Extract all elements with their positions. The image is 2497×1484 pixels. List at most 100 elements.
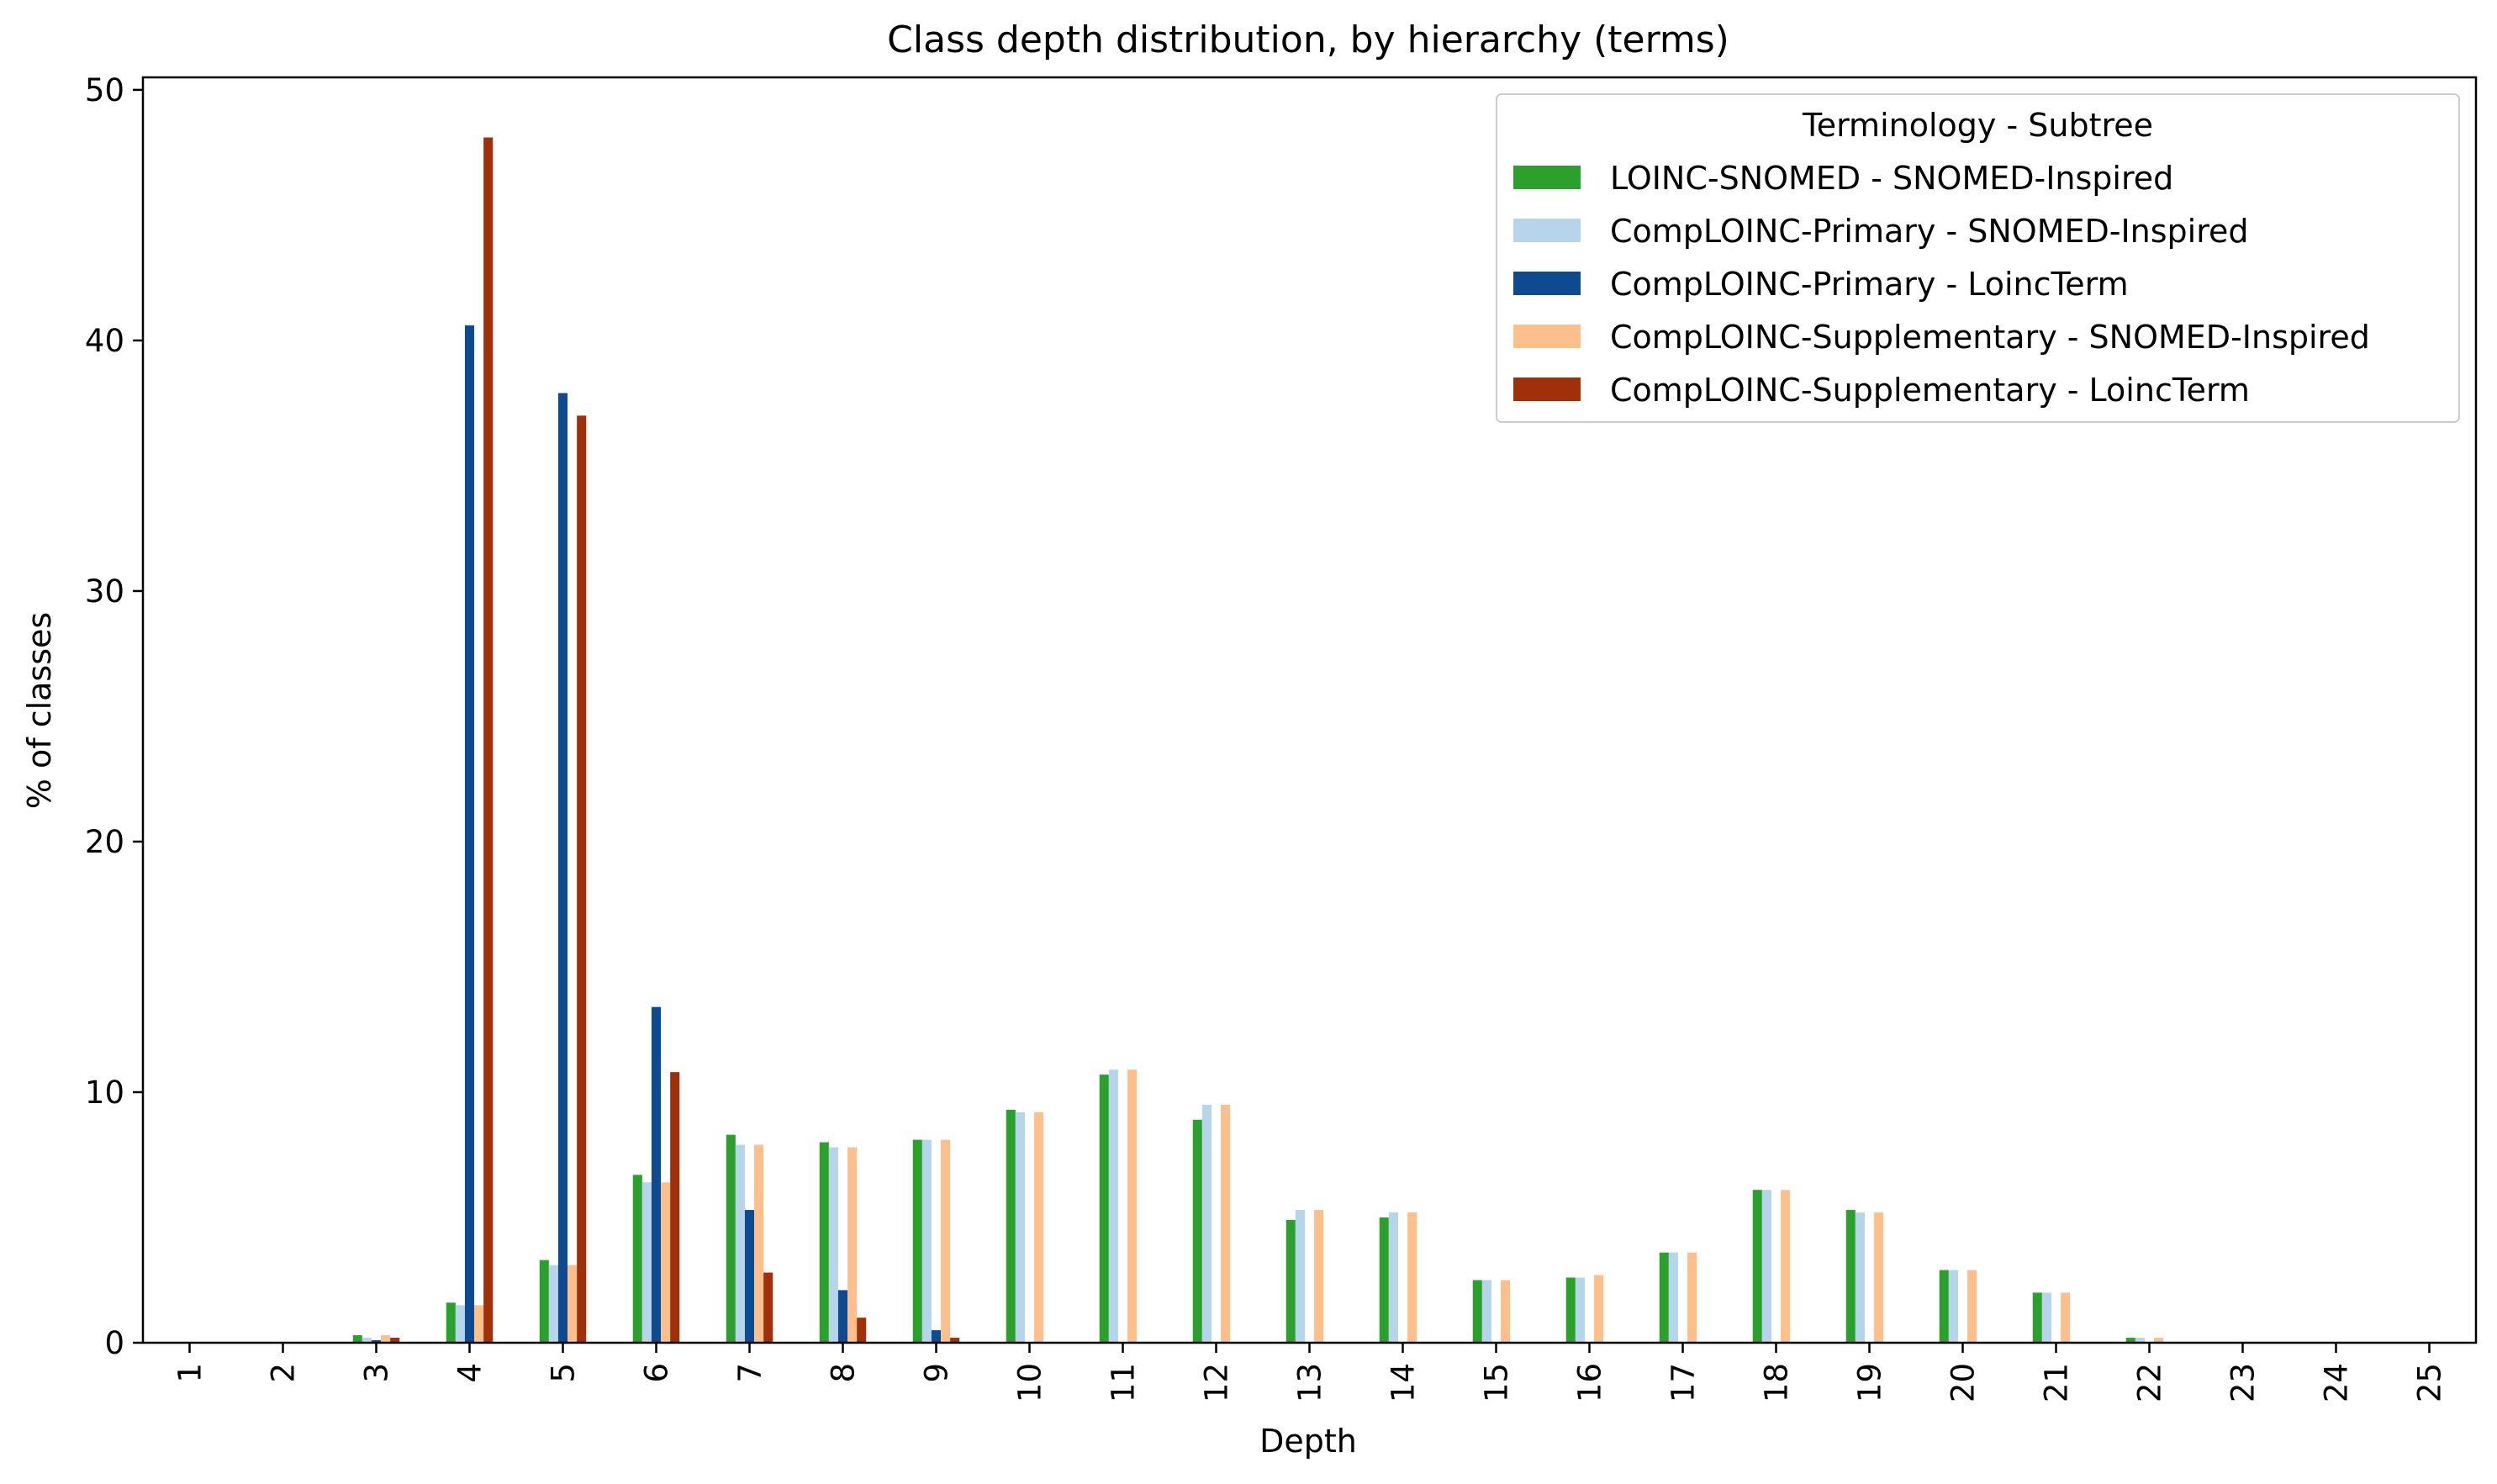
bar-series3-depth-3: [371, 1340, 382, 1343]
bar-series5-depth-3: [390, 1338, 400, 1343]
bar-series2-depth-5: [548, 1265, 558, 1343]
bar-series5-depth-4: [483, 137, 494, 1343]
bar-series1-depth-12: [1192, 1119, 1202, 1343]
bar-series3-depth-7: [744, 1210, 755, 1343]
legend-box: [1496, 93, 2460, 423]
bar-series4-depth-17: [1687, 1252, 1697, 1343]
x-tick-label: 10: [1012, 1363, 1048, 1402]
y-tick-label: 40: [85, 323, 124, 359]
bar-series1-depth-20: [1939, 1270, 1949, 1343]
y-tick-label: 50: [85, 72, 124, 108]
bar-series3-depth-8: [837, 1290, 848, 1343]
legend-swatch-series1: [1513, 166, 1581, 189]
bar-series2-depth-17: [1668, 1252, 1678, 1343]
bar-series1-depth-10: [1006, 1109, 1016, 1343]
x-tick-label: 25: [2412, 1363, 2448, 1402]
bar-series1-depth-17: [1659, 1252, 1669, 1343]
bar-series2-depth-13: [1295, 1210, 1305, 1343]
bar-series1-depth-19: [1845, 1210, 1856, 1343]
bar-series2-depth-10: [1015, 1112, 1025, 1343]
bar-series5-depth-7: [763, 1272, 773, 1343]
bar-series1-depth-7: [726, 1134, 736, 1343]
x-tick-label: 13: [1292, 1363, 1328, 1402]
legend-label-series2: CompLOINC-Primary - SNOMED-Inspired: [1610, 213, 2249, 250]
bar-series3-depth-6: [651, 1006, 662, 1343]
bar-series1-depth-11: [1099, 1075, 1109, 1343]
bar-series1-depth-22: [2125, 1338, 2135, 1343]
legend-swatch-series4: [1513, 325, 1581, 348]
bar-series3-depth-9: [931, 1330, 942, 1343]
x-tick-label: 24: [2319, 1363, 2355, 1402]
legend-swatch-series5: [1513, 378, 1581, 401]
bar-series2-depth-14: [1388, 1212, 1398, 1343]
bar-series4-depth-20: [1967, 1270, 1977, 1343]
bar-series4-depth-9: [941, 1139, 951, 1343]
legend-swatch-series3: [1513, 272, 1581, 295]
bar-series2-depth-11: [1108, 1069, 1118, 1343]
x-tick-label: 2: [266, 1363, 302, 1383]
bar-series4-depth-11: [1127, 1069, 1138, 1343]
legend-title: Terminology - Subtree: [1802, 107, 2153, 144]
x-tick-label: 12: [1199, 1363, 1235, 1402]
x-tick-label: 22: [2132, 1363, 2168, 1402]
bar-series3-depth-4: [464, 325, 475, 1343]
x-tick-label: 15: [1479, 1363, 1515, 1402]
bar-series1-depth-5: [539, 1260, 549, 1343]
x-tick-label: 19: [1852, 1363, 1888, 1402]
bar-series4-depth-10: [1034, 1112, 1044, 1343]
bar-series1-depth-21: [2032, 1292, 2042, 1343]
bar-series2-depth-7: [735, 1144, 745, 1343]
bar-series2-depth-9: [921, 1139, 932, 1343]
x-tick-label: 4: [452, 1363, 488, 1383]
x-axis-label: Depth: [1259, 1423, 1357, 1460]
bar-series2-depth-12: [1201, 1104, 1212, 1343]
bar-series5-depth-8: [857, 1318, 867, 1343]
y-tick-label: 10: [85, 1075, 124, 1111]
x-tick-label: 1: [172, 1363, 209, 1383]
bar-series4-depth-12: [1221, 1104, 1231, 1343]
legend-label-series1: LOINC-SNOMED - SNOMED-Inspired: [1610, 160, 2173, 197]
y-tick-label: 0: [104, 1325, 124, 1361]
bar-series2-depth-6: [641, 1182, 652, 1343]
bar-series4-depth-14: [1407, 1212, 1417, 1343]
bar-series4-depth-19: [1874, 1212, 1884, 1343]
bar-series2-depth-16: [1575, 1277, 1585, 1343]
x-tick-label: 7: [732, 1363, 768, 1383]
bar-series1-depth-18: [1752, 1190, 1762, 1343]
bar-series4-depth-6: [661, 1182, 671, 1343]
bar-series1-depth-3: [352, 1335, 362, 1343]
bar-series5-depth-9: [950, 1338, 960, 1343]
legend-label-series3: CompLOINC-Primary - LoincTerm: [1610, 266, 2129, 303]
bar-series4-depth-15: [1501, 1280, 1511, 1343]
legend-label-series5: CompLOINC-Supplementary - LoincTerm: [1610, 372, 2250, 409]
bar-series1-depth-8: [819, 1142, 829, 1343]
legend: Terminology - Subtree LOINC-SNOMED - SNOM…: [1496, 93, 2460, 423]
bar-series1-depth-16: [1565, 1277, 1576, 1343]
bar-series4-depth-16: [1594, 1275, 1604, 1343]
x-tick-label: 11: [1106, 1363, 1142, 1402]
bar-series2-depth-15: [1481, 1280, 1491, 1343]
x-tick-label: 9: [919, 1363, 955, 1383]
bar-series2-depth-4: [455, 1305, 465, 1343]
x-tick-label: 20: [1945, 1363, 1982, 1402]
x-tick-label: 14: [1386, 1363, 1422, 1402]
x-tick-label: 21: [2039, 1363, 2075, 1402]
y-tick-label: 20: [85, 824, 124, 860]
chart-title: Class depth distribution, by hierarchy (…: [887, 18, 1729, 61]
bar-series1-depth-13: [1285, 1219, 1296, 1343]
bar-series2-depth-22: [2135, 1338, 2145, 1343]
legend-label-series4: CompLOINC-Supplementary - SNOMED-Inspire…: [1610, 319, 2370, 356]
bar-series5-depth-5: [577, 415, 587, 1344]
bar-series2-depth-8: [828, 1147, 838, 1343]
bar-series3-depth-5: [557, 393, 568, 1343]
x-tick-label: 17: [1666, 1363, 1702, 1402]
y-tick-label: 30: [85, 573, 124, 610]
bar-series4-depth-8: [847, 1147, 858, 1343]
legend-swatch-series2: [1513, 219, 1581, 242]
bar-series1-depth-6: [632, 1175, 642, 1343]
x-tick-label: 5: [546, 1363, 582, 1383]
bar-series1-depth-15: [1472, 1280, 1482, 1343]
x-tick-label: 18: [1759, 1363, 1795, 1402]
bar-series2-depth-21: [2041, 1292, 2051, 1343]
